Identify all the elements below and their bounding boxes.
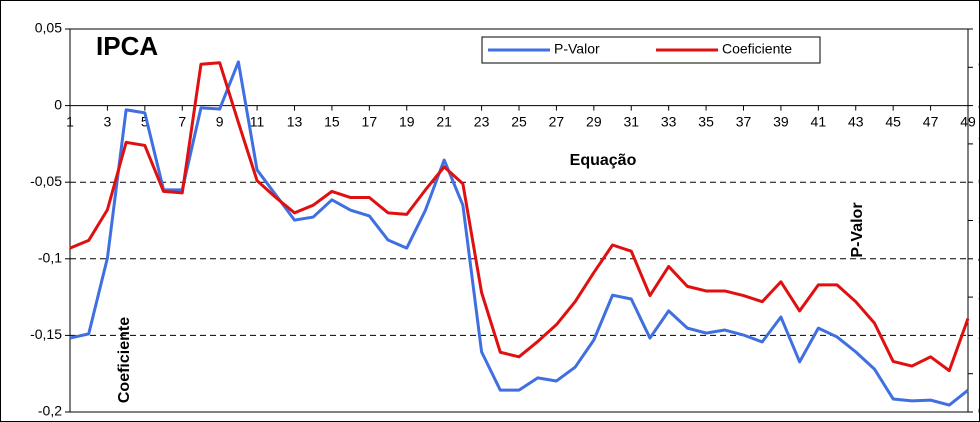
x-tick-label: 49 — [960, 113, 976, 129]
y2-tick-label: 30,00% — [978, 288, 980, 304]
x-tick-label: 27 — [549, 113, 565, 129]
y2-tick-label: 80,00% — [978, 96, 980, 112]
x-tick-label: 5 — [141, 113, 149, 129]
x-tick-label: 13 — [287, 113, 303, 129]
y2-tick-label: 60,00% — [978, 173, 980, 189]
x-tick-label: 17 — [362, 113, 378, 129]
y-tick-label: -0,1 — [38, 250, 62, 266]
x-tick-label: 35 — [698, 113, 714, 129]
x-tick-label: 39 — [773, 113, 789, 129]
y2-tick-label: 70,00% — [978, 135, 980, 151]
x-tick-label: 29 — [586, 113, 602, 129]
y-tick-label: -0,15 — [30, 326, 62, 342]
x-tick-label: 25 — [511, 113, 527, 129]
x-tick-label: 31 — [623, 113, 639, 129]
x-tick-label: 11 — [250, 113, 265, 129]
y-tick-label: -0,2 — [38, 403, 62, 419]
y2-tick-label: 20,00% — [978, 326, 980, 342]
y-tick-label: -0,05 — [30, 173, 62, 189]
y2-tick-label: 90,00% — [978, 58, 980, 74]
y2-tick-label: 50,00% — [978, 211, 980, 227]
series-line — [69, 60, 969, 407]
x-tick-label: 33 — [661, 113, 677, 129]
y-tick-label: 0 — [54, 96, 62, 112]
x-tick-label: 3 — [104, 113, 112, 129]
series-line — [69, 61, 970, 373]
x-tick-label: 43 — [848, 113, 864, 129]
x-tick-label: 19 — [399, 113, 415, 129]
x-tick-label: 9 — [216, 113, 224, 129]
x-tick-label: 7 — [178, 113, 186, 129]
x-axis-label: Equação — [570, 152, 637, 169]
x-tick-label: 1 — [66, 113, 74, 129]
x-tick-label: 23 — [474, 113, 490, 129]
y2-axis-label: P-Valor — [849, 202, 866, 257]
y2-tick-label: 0,00% — [978, 403, 980, 419]
x-tick-label: 37 — [736, 113, 752, 129]
y-tick-label: 0,05 — [35, 20, 62, 36]
x-tick-label: 15 — [324, 113, 340, 129]
x-tick-label: 21 — [436, 113, 452, 129]
legend-label: Coeficiente — [722, 41, 792, 57]
x-tick-label: 45 — [885, 113, 901, 129]
chart-title: IPCA — [96, 31, 158, 61]
y2-tick-label: 100,00% — [978, 20, 980, 36]
legend-label: P-Valor — [554, 41, 600, 57]
y-axis-label: Coeficiente — [116, 317, 133, 403]
x-tick-label: 41 — [811, 113, 827, 129]
y2-tick-label: 10,00% — [978, 364, 980, 380]
x-tick-label: 47 — [923, 113, 939, 129]
y2-tick-label: 40,00% — [978, 250, 980, 266]
